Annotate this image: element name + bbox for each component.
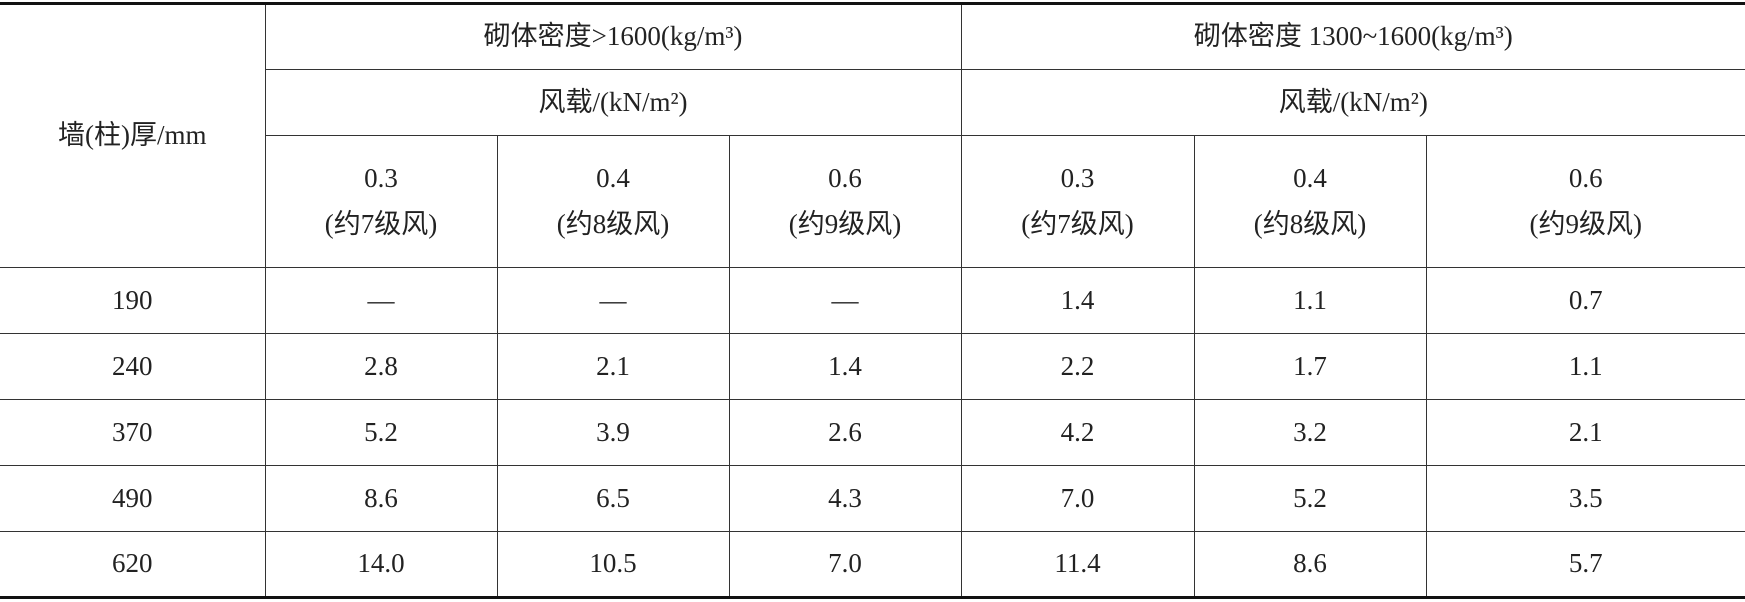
value-cell: 0.7 (1425, 267, 1745, 334)
wind-load: 0.3 (364, 162, 398, 193)
value-cell: 5.2 (264, 399, 498, 466)
value-cell: 11.4 (960, 531, 1195, 599)
value-cell: 5.7 (1425, 531, 1745, 599)
column-header: 0.4 (约8级风) (1193, 135, 1427, 268)
wind-load: 0.3 (1060, 162, 1095, 193)
value-cell: 2.6 (728, 399, 962, 466)
value-cell: 5.2 (1193, 465, 1427, 532)
wind-load: 0.6 (1568, 162, 1603, 193)
value-cell: 4.3 (728, 465, 962, 532)
wind-level: (约7级风) (324, 208, 438, 239)
header-row: 墙(柱)厚/mm 砌体密度>1600(kg/m³) 砌体密度 1300~1600(k… (0, 2, 1745, 268)
thickness-cell: 620 (0, 531, 266, 599)
data-row: 240 2.8 2.1 1.4 2.2 1.7 1.1 (0, 333, 1745, 400)
column-header: 0.6 (约9级风) (1425, 135, 1745, 268)
data-row: 190— — —1.4 1.1 0.7 (0, 267, 1745, 334)
value-cell: 2.1 (1425, 399, 1745, 466)
value-cell: 4.2 (960, 399, 1195, 466)
value-cell: — (728, 267, 962, 334)
value-cell: 7.0 (960, 465, 1195, 532)
value-cell: 2.8 (264, 333, 498, 400)
wind-load: 0.4 (1293, 162, 1327, 193)
wind-level: (约9级风) (788, 208, 902, 239)
header-row: 0.3 (约7级风) 0.4 (约8级风) 0.6 (约9级风) 0.3 (约7级风) 0.4 (… (0, 135, 1745, 268)
value-cell: 6.5 (496, 465, 730, 532)
value-cell: 8.6 (264, 465, 498, 532)
column-header: 0.6 (约9级风) (728, 135, 962, 268)
row-header: 墙(柱)厚/mm (0, 2, 266, 268)
wind-level: (约8级风) (556, 208, 670, 239)
thickness-cell: 240 (0, 333, 266, 400)
wind-load: 0.6 (828, 162, 862, 193)
value-cell: 14.0 (264, 531, 498, 599)
thickness-cell: 370 (0, 399, 266, 466)
value-cell: 3.5 (1425, 465, 1745, 532)
value-cell: 3.2 (1193, 399, 1427, 466)
data-row: 490 8.6 6.5 4.3 7.0 5.2 3.5 (0, 465, 1745, 532)
value-cell: 1.4 (728, 333, 962, 400)
thickness-cell: 190 (0, 267, 266, 334)
value-cell: 2.2 (960, 333, 1195, 400)
header-row: 风载/(kN/m²) 风载/(kN/m²) (0, 69, 1745, 136)
column-header: 0.4 (约8级风) (496, 135, 730, 268)
data-row: 620 14.0 10.5 7.0 11.4 8.6 5.7 (0, 531, 1745, 599)
data-row: 370 5.2 3.9 2.6 4.2 3.2 2.1 (0, 399, 1745, 466)
wind-level: (约8级风) (1253, 208, 1367, 239)
value-cell: 8.6 (1193, 531, 1427, 599)
value-cell: 10.5 (496, 531, 730, 599)
value-cell: 1.4 (960, 267, 1195, 334)
thickness-cell: 490 (0, 465, 266, 532)
wind-level: (约9级风) (1529, 208, 1643, 239)
value-cell: 1.1 (1425, 333, 1745, 400)
value-cell: — (264, 267, 498, 334)
column-header: 0.3 (约7级风) (265, 135, 498, 268)
value-cell: 7.0 (728, 531, 962, 599)
column-header: 0.3 (约7级风) (960, 135, 1195, 268)
wind-load: 0.4 (596, 162, 630, 193)
group-title: 砌体密度>1600(kg/m³) (264, 2, 962, 70)
wind-level: (约7级风) (1021, 208, 1134, 239)
value-cell: 1.1 (1193, 267, 1427, 334)
value-cell: 2.1 (496, 333, 730, 400)
group-subtitle: 风载/(kN/m²) (960, 69, 1745, 136)
value-cell: 3.9 (496, 399, 730, 466)
group-title: 砌体密度 1300~1600(kg/m³) (960, 2, 1745, 70)
group-subtitle: 风载/(kN/m²) (265, 69, 962, 136)
value-cell: — (496, 267, 730, 334)
value-cell: 1.7 (1193, 333, 1427, 400)
